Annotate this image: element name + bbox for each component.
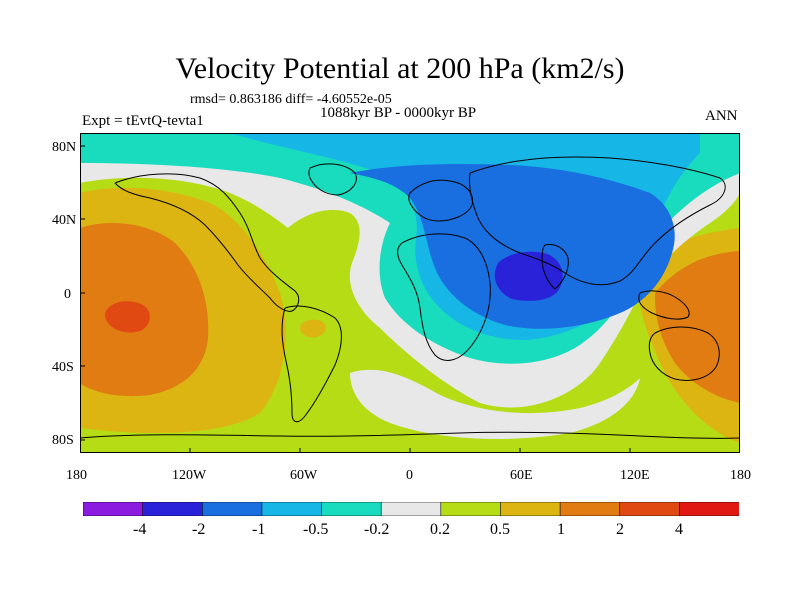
colorbar-box-9 xyxy=(619,502,680,516)
colorbar-box-2 xyxy=(201,502,263,516)
lon-tick-0: 0 xyxy=(406,468,413,483)
colorbar-label-m4: -4 xyxy=(133,521,147,538)
velocity-potential-map xyxy=(80,133,740,453)
coast-greenland xyxy=(308,163,357,196)
colorbar-box-7 xyxy=(500,502,561,516)
colorbar-box-1 xyxy=(142,502,203,516)
lon-tick-60w: 60W xyxy=(290,468,318,483)
coast-australia xyxy=(648,326,720,381)
coast-north-america xyxy=(114,173,300,312)
lon-tick-120w: 120W xyxy=(172,468,207,483)
colorbar-label-p02: 0.2 xyxy=(430,521,450,538)
field-darkorange-westpac xyxy=(654,251,740,403)
experiment-label: Expt = tEvtQ-tevta1 xyxy=(82,113,204,129)
lon-tick-180e: 180 xyxy=(730,468,751,483)
rmsd-diff-label: rmsd= 0.863186 diff= -4.60552e-05 xyxy=(190,92,392,107)
lat-tick-40n: 40N xyxy=(52,213,77,228)
colorbar-box-10 xyxy=(679,502,739,516)
lon-tick-60e: 60E xyxy=(510,468,533,483)
lon-tick-120e: 120E xyxy=(620,468,650,483)
coast-india xyxy=(541,244,569,290)
colorbar-label-m05: -0.5 xyxy=(303,521,329,538)
colorbar-label-p2: 2 xyxy=(616,521,624,538)
field-orange-small-atlantic xyxy=(300,319,326,338)
colorbar-label-p4: 4 xyxy=(675,521,683,538)
colorbar-box-8 xyxy=(559,502,621,516)
colorbar-box-5 xyxy=(380,502,442,516)
season-label: ANN xyxy=(705,108,738,124)
field-neutral-south xyxy=(350,369,640,439)
colorbar xyxy=(83,502,739,516)
axis-ticks xyxy=(80,145,740,453)
field-red-pacific xyxy=(105,301,150,333)
colorbar-box-4 xyxy=(321,502,382,516)
colorbar-box-0 xyxy=(83,502,144,516)
colorbar-label-m1: -1 xyxy=(252,521,266,538)
colorbar-label-m2: -2 xyxy=(192,521,206,538)
colorbar-box-3 xyxy=(261,502,323,516)
coast-maritime xyxy=(638,290,690,320)
coast-south-america xyxy=(281,305,342,423)
colorbar-label-p05: 0.5 xyxy=(490,521,510,538)
coast-africa xyxy=(397,233,491,361)
lat-tick-80s: 80S xyxy=(52,433,74,448)
lon-tick-180w: 180 xyxy=(66,468,87,483)
colorbar-label-p1: 1 xyxy=(557,521,565,538)
map-title: Velocity Potential at 200 hPa (km2/s) xyxy=(175,52,625,85)
colorbar-label-m02: -0.2 xyxy=(364,521,390,538)
colorbar-box-6 xyxy=(440,502,502,516)
coast-antarctica xyxy=(80,431,740,439)
lat-tick-40s: 40S xyxy=(52,360,74,375)
coast-asia xyxy=(469,156,726,286)
period-label: 1088kyr BP - 0000kyr BP xyxy=(320,105,477,121)
field-blue xyxy=(350,163,675,329)
lat-tick-80n: 80N xyxy=(52,140,77,155)
lat-tick-0: 0 xyxy=(64,287,71,302)
field-darkblue xyxy=(494,251,563,301)
coast-europe xyxy=(408,179,474,222)
coastlines xyxy=(80,156,740,439)
